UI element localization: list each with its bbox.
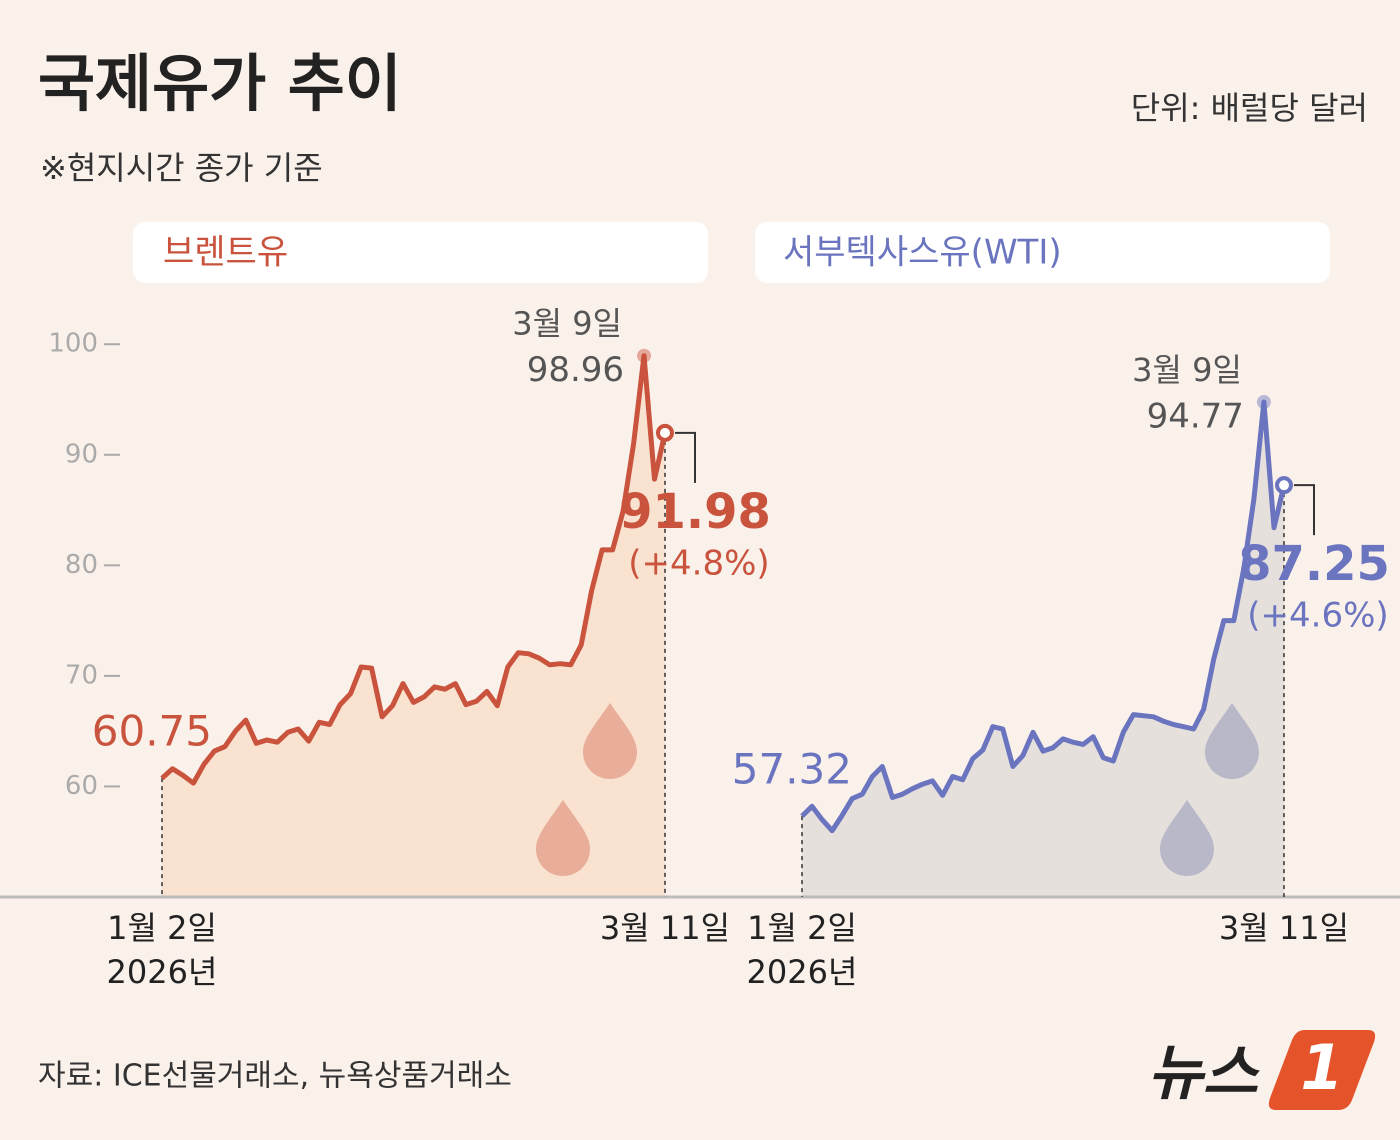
start-value-label: 60.75 (92, 707, 212, 756)
end-marker (1275, 476, 1293, 495)
peak-value-label: 98.96 (527, 350, 624, 390)
line (160, 353, 668, 786)
callout (675, 431, 696, 483)
source: 자료: ICE선물거래소, 뉴욕상품거래소 (38, 1059, 512, 1094)
x-year-label: 2026년 (107, 953, 218, 991)
y-tick-label: 80 (65, 550, 98, 580)
panel-header (133, 222, 708, 283)
area (162, 355, 665, 897)
line (800, 399, 1287, 834)
peak-marker (1256, 395, 1271, 410)
start-value-label: 57.32 (732, 745, 852, 794)
area (802, 402, 1284, 897)
x-tick-label: 1월 2일 (747, 909, 857, 947)
subtitle: ※현지시간 종가 기준 (40, 149, 323, 187)
drop-icon (1160, 800, 1214, 876)
logo-text: 뉴스 (1148, 1039, 1261, 1109)
y-tick-label: 90 (65, 439, 98, 469)
end-value-label: 91.98 (619, 484, 771, 540)
title: 국제유가 추이 (38, 47, 402, 120)
end-value-label: 87.25 (1238, 536, 1390, 592)
peak-value-label: 94.77 (1147, 397, 1244, 437)
x-year-label: 2026년 (747, 953, 858, 991)
logo-number: 1 (1300, 1031, 1343, 1104)
change-label: (+4.8%) (628, 543, 769, 583)
y-tick-label: 100 (48, 329, 98, 359)
peak-date: 3월 9일 (1132, 351, 1242, 389)
drop-icon (536, 800, 590, 876)
unit: 단위: 배럴당 달러 (1131, 89, 1368, 127)
drop-icon (583, 703, 637, 779)
panel-header (755, 222, 1330, 283)
callout (1294, 484, 1315, 536)
peak-date: 3월 9일 (512, 305, 622, 343)
drop-icon (1205, 703, 1259, 779)
x-tick-label: 3월 11일 (1219, 909, 1349, 947)
panel-title: 서부텍사스유(WTI) (783, 233, 1062, 273)
logo-mark (1268, 1030, 1376, 1110)
y-tick-label: 60 (65, 771, 98, 801)
end-marker (656, 423, 674, 442)
decorations (536, 703, 1259, 876)
x-tick-label: 3월 11일 (600, 909, 730, 947)
peak-marker (637, 348, 652, 363)
x-tick-label: 1월 2일 (107, 909, 217, 947)
change-label: (+4.6%) (1247, 596, 1388, 636)
y-tick-label: 70 (65, 660, 98, 690)
panel-title: 브렌트유 (163, 233, 288, 273)
